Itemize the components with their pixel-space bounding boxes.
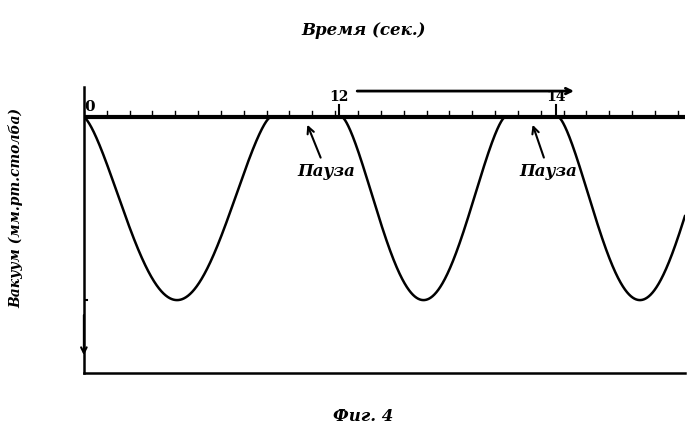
Text: Пауза: Пауза xyxy=(520,127,577,180)
Text: Пауза: Пауза xyxy=(297,127,355,180)
Text: Время (сек.): Время (сек.) xyxy=(301,22,426,39)
Text: Вакуум (мм.рт.столба): Вакуум (мм.рт.столба) xyxy=(8,108,23,309)
Text: Фиг. 4: Фиг. 4 xyxy=(333,408,394,425)
Text: 12: 12 xyxy=(330,90,349,104)
Text: 14: 14 xyxy=(546,90,565,104)
Text: 0: 0 xyxy=(85,100,95,114)
